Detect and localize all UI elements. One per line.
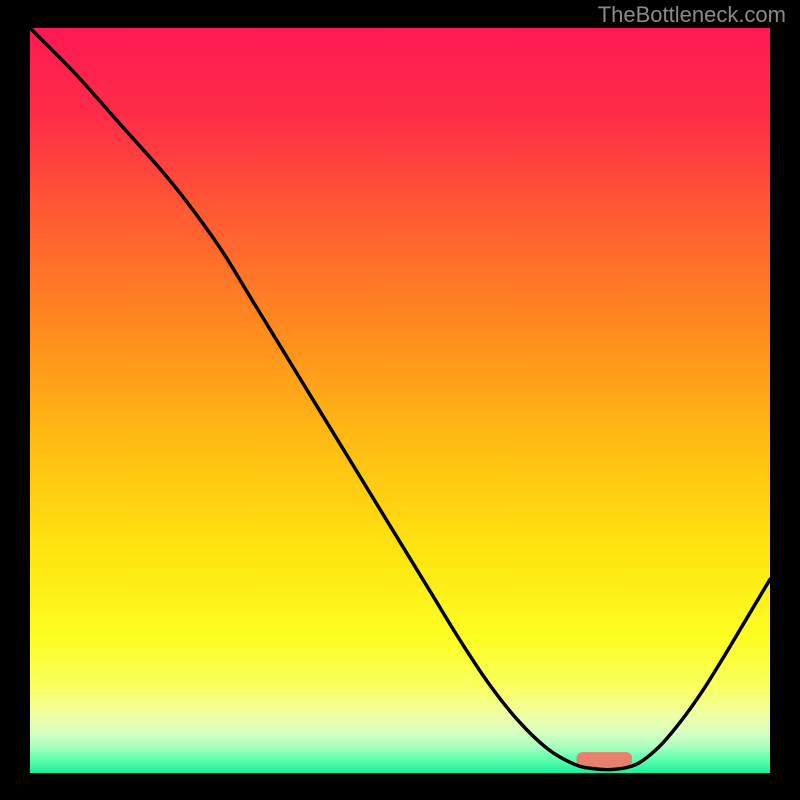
optimal-marker bbox=[576, 752, 632, 767]
chart-svg bbox=[0, 0, 800, 800]
chart-container: TheBottleneck.com bbox=[0, 0, 800, 800]
gradient-background bbox=[30, 28, 770, 773]
watermark-text: TheBottleneck.com bbox=[598, 2, 786, 28]
bottleneck-chart bbox=[0, 0, 800, 800]
